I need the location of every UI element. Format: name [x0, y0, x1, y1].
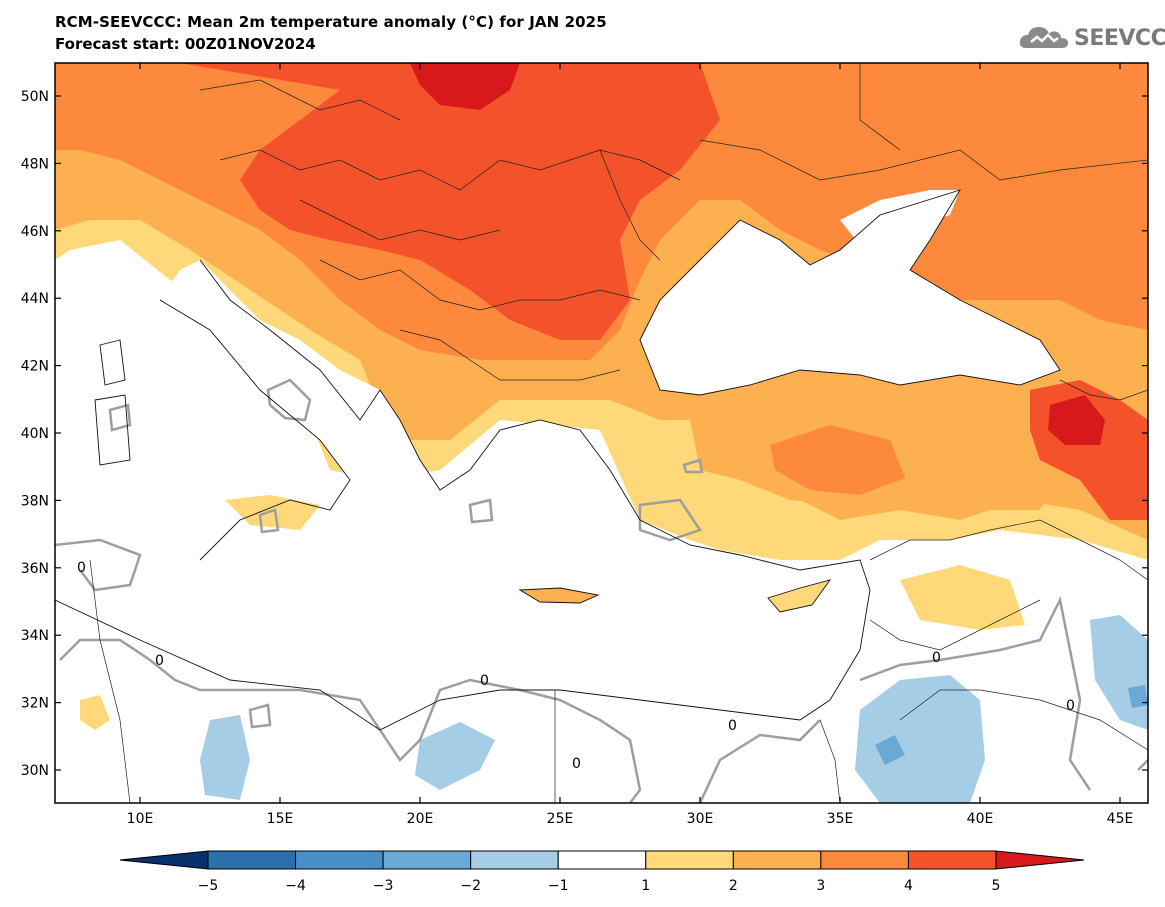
colorbar-tick-label: 3 — [816, 878, 825, 894]
lat-tick-label: 44N — [21, 291, 49, 307]
seevccc-logo: SEEVCCC — [1018, 22, 1165, 56]
lon-tick-label: 20E — [407, 811, 434, 827]
lat-tick-label: 34N — [21, 628, 49, 644]
map-title: RCM-SEEVCCC: Mean 2m temperature anomaly… — [55, 13, 607, 31]
lon-tick-label: 10E — [127, 811, 154, 827]
contour-label: 0 — [728, 718, 737, 734]
anomaly-neg-egypt — [415, 722, 495, 790]
black-sea — [640, 190, 1060, 395]
colorbar-segment — [557, 850, 647, 870]
lat-tick-label: 48N — [21, 156, 49, 172]
anomaly-pos-syria — [900, 565, 1025, 630]
contour-label: 0 — [572, 756, 581, 772]
colorbar-tick-label: −3 — [373, 878, 394, 894]
lon-tick-label: 15E — [267, 811, 294, 827]
colorbar-tick-label: −2 — [460, 878, 481, 894]
colorbar-upper-extend — [995, 850, 1085, 870]
cloud-icon — [1019, 27, 1068, 48]
mediterranean — [55, 260, 870, 730]
anomaly-neg-libya — [200, 715, 250, 800]
contour-labels: 0 0 0 0 0 0 0 — [77, 560, 1075, 772]
latitude-ticks: 50N 48N 46N 44N 42N 40N 38N 36N 34N 32N 30N — [21, 89, 1148, 779]
colorbar-segment — [470, 850, 559, 870]
country-borders — [89, 63, 1148, 803]
map-field: 0 0 0 0 0 0 0 — [55, 63, 1148, 803]
contour-label: 0 — [480, 673, 489, 689]
anomaly-band-gt5 — [410, 63, 520, 110]
colorbar-tick-label: −5 — [198, 878, 219, 894]
lon-tick-label: 30E — [687, 811, 714, 827]
lat-tick-label: 32N — [21, 696, 49, 712]
contour-label: 0 — [155, 653, 164, 669]
anomaly-band-4-5 — [180, 63, 720, 340]
colorbar — [119, 850, 1085, 870]
zero-contours — [55, 378, 1148, 803]
colorbar-tick-label: 5 — [992, 878, 1001, 894]
anomaly-pos-sicily — [225, 495, 320, 530]
lat-tick-label: 50N — [21, 89, 49, 105]
contour-label: 0 — [932, 650, 941, 666]
colorbar-labels: −5 −4 −3 −2 −1 1 2 3 4 5 — [198, 878, 1001, 894]
longitude-ticks: 10E 15E 20E 25E 30E 35E 40E 45E — [127, 63, 1134, 827]
colorbar-segment — [382, 850, 472, 870]
colorbar-tick-label: 1 — [641, 878, 650, 894]
contour-label: 0 — [1066, 698, 1075, 714]
coastlines — [55, 189, 1061, 731]
colorbar-lower-extend — [119, 850, 209, 870]
anomaly-pos-cyprus — [768, 580, 830, 612]
forecast-start: Forecast start: 00Z01NOV2024 — [55, 35, 316, 53]
lat-tick-label: 46N — [21, 224, 49, 240]
anomaly-neg-arabia-core — [875, 735, 905, 765]
colorbar-tick-label: −1 — [548, 878, 569, 894]
colorbar-tick-label: −4 — [285, 878, 306, 894]
lat-tick-label: 38N — [21, 493, 49, 509]
lat-tick-label: 30N — [21, 763, 49, 779]
colorbar-segment — [732, 850, 822, 870]
colorbar-segment — [207, 850, 297, 870]
colorbar-tick-label: 2 — [729, 878, 738, 894]
lat-tick-label: 40N — [21, 426, 49, 442]
lon-tick-label: 45E — [1107, 811, 1134, 827]
colorbar-segment — [907, 850, 997, 870]
lat-tick-label: 36N — [21, 561, 49, 577]
anomaly-neg-arabia — [855, 675, 985, 803]
lon-tick-label: 25E — [547, 811, 574, 827]
colorbar-tick-label: 4 — [904, 878, 913, 894]
colorbar-segment — [645, 850, 734, 870]
anomaly-anatolia-3-4b — [770, 425, 905, 495]
lon-tick-label: 40E — [967, 811, 994, 827]
logo-text: SEEVCCC — [1074, 26, 1165, 51]
anomaly-pos-libya — [80, 695, 110, 730]
contour-label: 0 — [77, 560, 86, 576]
lon-tick-label: 35E — [827, 811, 854, 827]
colorbar-segment — [295, 850, 384, 870]
anomaly-hotspot-caucasus-core — [1048, 395, 1105, 445]
lat-tick-label: 42N — [21, 359, 49, 375]
colorbar-segment — [820, 850, 909, 870]
sea-of-azov — [840, 190, 960, 245]
